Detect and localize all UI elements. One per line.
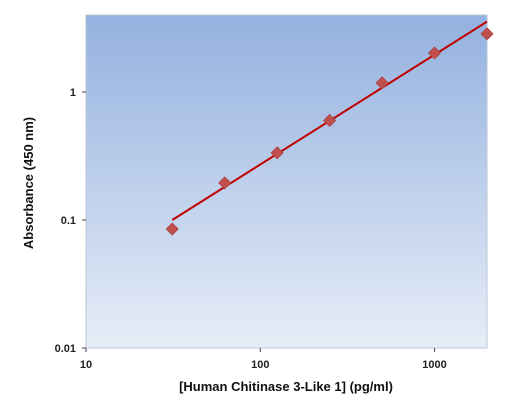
y-tick-label: 1 — [70, 87, 76, 99]
tick-labels: 10 100 1000 0.01 0.1 1 — [55, 87, 447, 371]
y-axis-title: Absorbance (450 nm) — [21, 117, 36, 249]
data-point — [427, 46, 442, 60]
data-point — [165, 222, 179, 236]
y-tick-label: 0.1 — [61, 215, 76, 227]
plot-area — [85, 14, 488, 349]
x-tick-label: 10 — [80, 359, 92, 371]
axes — [82, 91, 436, 352]
data-point — [323, 113, 337, 128]
x-tick-label: 100 — [251, 359, 269, 371]
x-tick-label: 1000 — [422, 359, 446, 371]
y-tick-label: 0.01 — [55, 343, 76, 355]
data-point — [270, 146, 284, 160]
data-point — [375, 76, 389, 90]
x-axis-title: [Human Chitinase 3-Like 1] (pg/ml) — [179, 379, 393, 394]
data-points — [165, 27, 494, 236]
data-point — [218, 176, 232, 190]
data-point — [480, 27, 494, 41]
